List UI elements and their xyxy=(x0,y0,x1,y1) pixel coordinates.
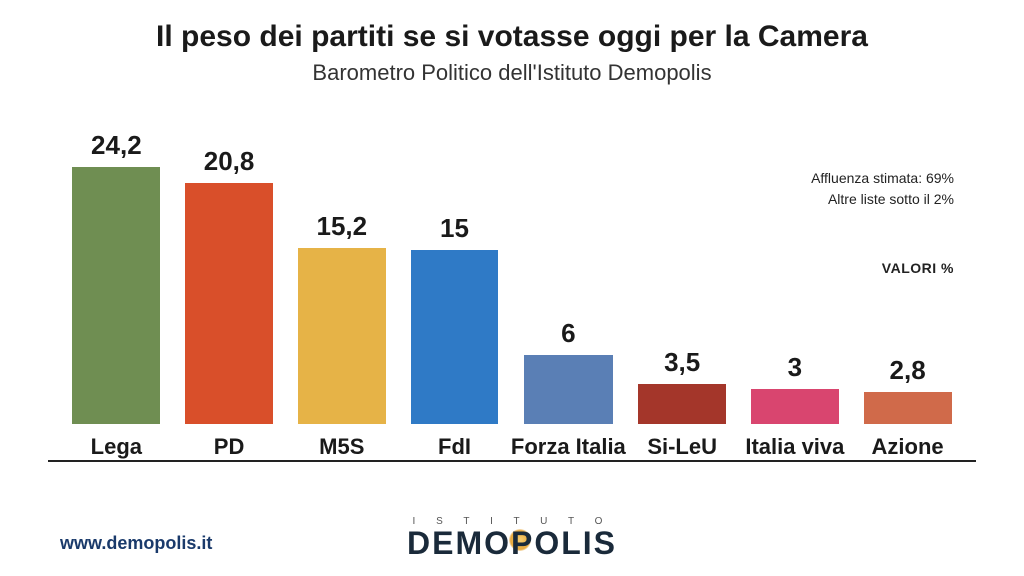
bar-rect xyxy=(864,392,952,424)
chart-notes: Affluenza stimata: 69% Altre liste sotto… xyxy=(811,168,954,210)
bar-label: Italia viva xyxy=(745,434,844,460)
bar-label: FdI xyxy=(438,434,471,460)
bar-label: Forza Italia xyxy=(511,434,626,460)
bar-value: 15 xyxy=(440,213,469,244)
bar-label: PD xyxy=(214,434,245,460)
footer-url: www.demopolis.it xyxy=(60,533,212,554)
bar-value: 20,8 xyxy=(204,146,255,177)
chart-subtitle: Barometro Politico dell'Istituto Demopol… xyxy=(40,60,984,86)
note-altre-liste: Altre liste sotto il 2% xyxy=(811,189,954,210)
note-affluenza: Affluenza stimata: 69% xyxy=(811,168,954,189)
bar-rect xyxy=(524,355,614,424)
bar-si-leu: 3,5 Si-LeU xyxy=(626,130,739,460)
bar-value: 2,8 xyxy=(890,355,926,386)
chart-baseline xyxy=(48,460,976,462)
bar-label: Lega xyxy=(91,434,142,460)
bar-rect xyxy=(411,250,499,424)
bar-value: 6 xyxy=(561,318,575,349)
bar-lega: 24,2 Lega xyxy=(60,130,173,460)
bar-label: M5S xyxy=(319,434,364,460)
chart-title: Il peso dei partiti se si votasse oggi p… xyxy=(40,20,984,54)
bar-rect xyxy=(298,248,386,424)
bar-rect xyxy=(72,167,160,424)
logo-wordmark: DEMOPOLIS xyxy=(407,525,617,562)
bar-rect xyxy=(185,183,273,424)
bar-value: 3 xyxy=(788,352,802,383)
logo-text: DEMOPOLIS xyxy=(407,525,617,561)
bar-rect xyxy=(638,384,726,424)
demopolis-logo: I S T I T U T O DEMOPOLIS xyxy=(407,516,617,562)
bar-value: 3,5 xyxy=(664,347,700,378)
bar-pd: 20,8 PD xyxy=(173,130,286,460)
bar-label: Si-LeU xyxy=(647,434,717,460)
bar-label: Azione xyxy=(872,434,944,460)
valori-label: VALORI % xyxy=(882,260,954,276)
bar-fdi: 15 FdI xyxy=(398,130,511,460)
chart-container: Il peso dei partiti se si votasse oggi p… xyxy=(0,0,1024,576)
bar-value: 15,2 xyxy=(316,211,367,242)
bar-rect xyxy=(751,389,839,424)
bar-m5s: 15,2 M5S xyxy=(285,130,398,460)
bar-value: 24,2 xyxy=(91,130,142,161)
bar-forza-italia: 6 Forza Italia xyxy=(511,130,626,460)
